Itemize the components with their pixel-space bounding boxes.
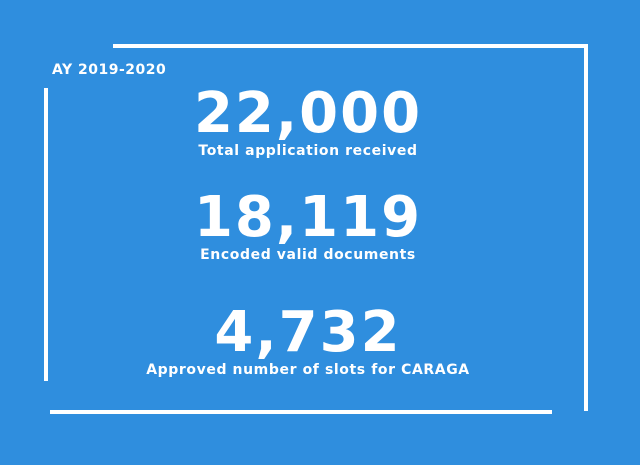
stat-total-applications: 22,000 Total application received bbox=[0, 84, 616, 160]
stat-caption: Total application received bbox=[198, 143, 418, 159]
frame-line-top bbox=[113, 44, 588, 48]
stat-number: 4,732 bbox=[214, 300, 402, 365]
stat-encoded-documents: 18,119 Encoded valid documents bbox=[0, 188, 616, 264]
stat-caption: Encoded valid documents bbox=[200, 247, 416, 263]
stat-number: 22,000 bbox=[193, 81, 423, 146]
stat-number: 18,119 bbox=[193, 185, 423, 250]
academic-year-label: AY 2019-2020 bbox=[52, 62, 167, 78]
frame-line-right bbox=[584, 44, 588, 411]
frame-line-left bbox=[44, 88, 48, 381]
frame-line-bottom bbox=[50, 410, 552, 414]
stat-caption: Approved number of slots for CARAGA bbox=[146, 362, 470, 378]
stat-approved-slots: 4,732 Approved number of slots for CARAG… bbox=[0, 303, 616, 379]
